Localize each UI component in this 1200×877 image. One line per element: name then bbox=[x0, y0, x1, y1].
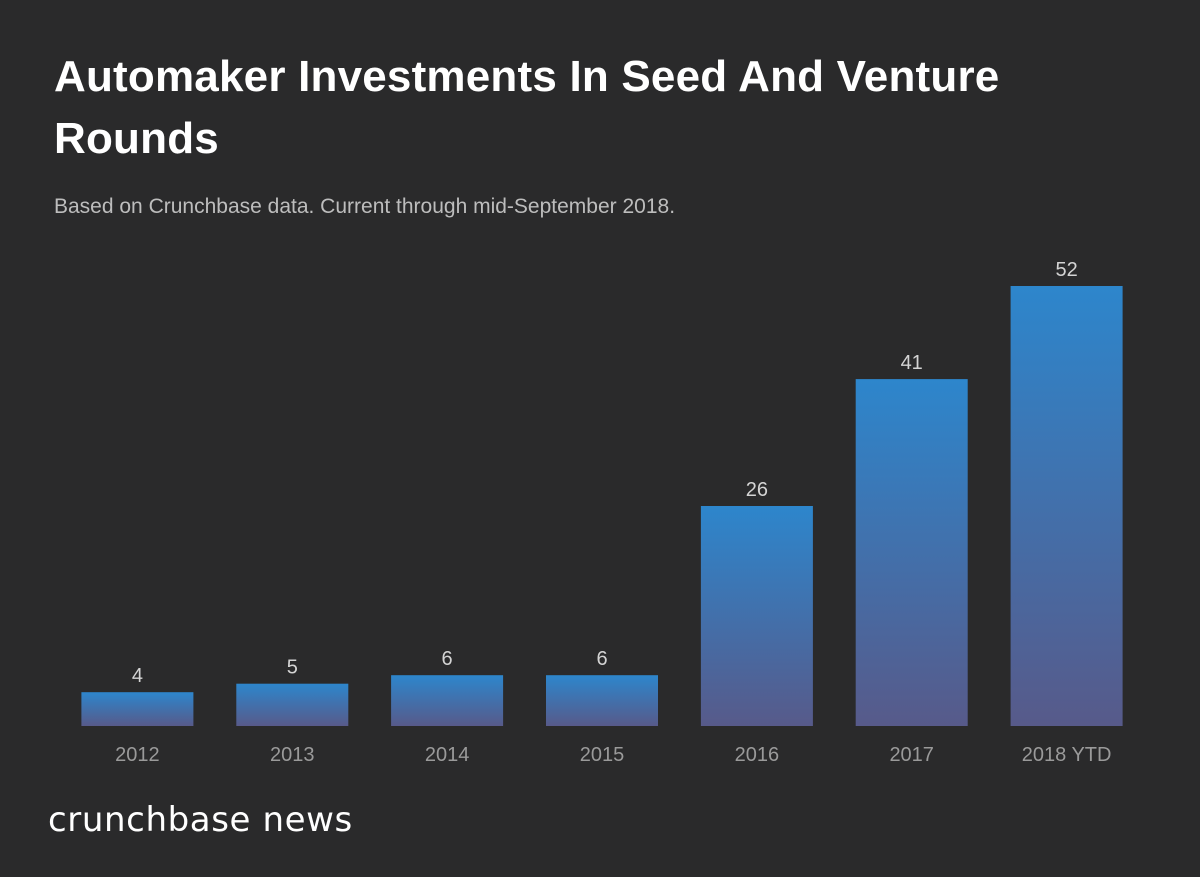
value-label: 26 bbox=[746, 479, 768, 501]
value-label: 5 bbox=[287, 657, 298, 679]
bar-2012 bbox=[81, 692, 194, 726]
chart-title: Automaker Investments In Seed And Ventur… bbox=[54, 52, 1000, 163]
bar-2013 bbox=[236, 683, 349, 726]
category-label: 2018 YTD bbox=[1022, 744, 1112, 766]
value-label: 52 bbox=[1055, 259, 1077, 281]
bar-2017 bbox=[855, 379, 968, 726]
value-label: 41 bbox=[901, 352, 923, 374]
value-labels-group: 4 5 6 6 26 41 52 bbox=[132, 259, 1078, 687]
value-label: 6 bbox=[596, 648, 607, 670]
crunchbase-news-logo: crunchbase news bbox=[48, 800, 353, 840]
category-label: 2015 bbox=[580, 744, 625, 766]
bar-2015 bbox=[546, 675, 658, 726]
bars-group bbox=[81, 286, 1123, 726]
category-label: 2012 bbox=[115, 744, 160, 766]
bar-2016 bbox=[700, 506, 813, 726]
category-labels-group: 2012 2013 2014 2015 2016 2017 2018 YTD bbox=[115, 744, 1111, 766]
bar-2018-ytd bbox=[1010, 286, 1123, 726]
category-label: 2013 bbox=[270, 744, 315, 766]
category-label: 2016 bbox=[735, 744, 780, 766]
category-label: 2014 bbox=[425, 744, 470, 766]
value-label: 6 bbox=[442, 648, 453, 670]
bar-2014 bbox=[391, 675, 504, 726]
category-label: 2017 bbox=[889, 744, 934, 766]
value-label: 4 bbox=[132, 665, 143, 687]
chart-subtitle: Based on Crunchbase data. Current throug… bbox=[54, 195, 676, 218]
